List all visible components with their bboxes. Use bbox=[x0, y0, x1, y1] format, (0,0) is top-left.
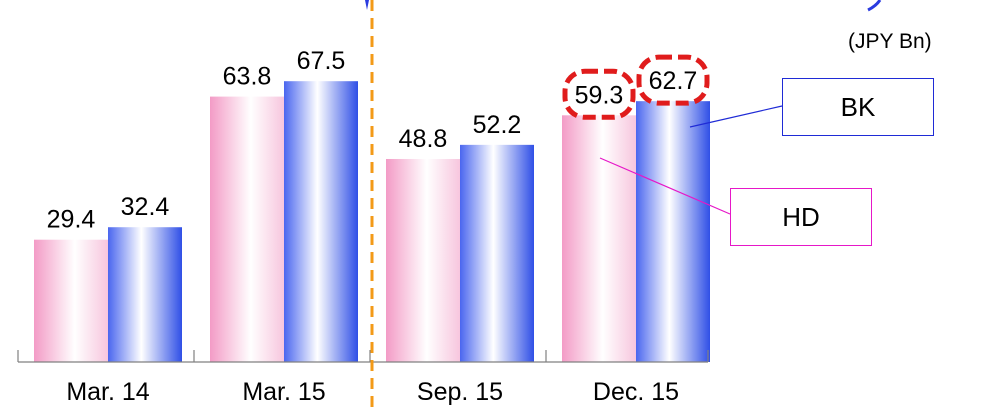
highlight-ring-bk bbox=[636, 54, 710, 106]
data-label-bk-0: 32.4 bbox=[121, 193, 170, 221]
data-label-bk-3: 62.7 bbox=[649, 67, 698, 95]
bar-bk-0 bbox=[108, 227, 182, 362]
legend-callout-bk: BK bbox=[782, 78, 934, 136]
clipped-heading-fragment bbox=[365, 0, 369, 10]
x-tick-label-0: Mar. 14 bbox=[66, 378, 149, 406]
bar-hd-0 bbox=[34, 239, 108, 362]
data-label-hd-2: 48.8 bbox=[399, 125, 448, 153]
x-tick-label-3: Dec. 15 bbox=[593, 378, 679, 406]
callout-leader-bk bbox=[689, 105, 783, 128]
unit-label: (JPY Bn) bbox=[848, 30, 932, 53]
bar-bk-2 bbox=[460, 144, 534, 362]
data-label-bk-2: 52.2 bbox=[473, 111, 522, 139]
bar-hd-2 bbox=[386, 158, 460, 362]
bar-hd-1 bbox=[210, 96, 284, 362]
highlight-ring-hd bbox=[562, 68, 636, 120]
callout-leader-hd bbox=[599, 157, 731, 215]
data-label-bk-1: 67.5 bbox=[297, 47, 346, 75]
x-tick-label-2: Sep. 15 bbox=[417, 378, 503, 406]
data-label-hd-1: 63.8 bbox=[223, 63, 272, 91]
data-label-hd-3: 59.3 bbox=[575, 81, 624, 109]
clipped-heading-fragment bbox=[867, 0, 882, 12]
bar-hd-3 bbox=[562, 115, 636, 362]
data-label-hd-0: 29.4 bbox=[47, 206, 96, 234]
bar-bk-3 bbox=[636, 101, 710, 362]
x-tick-label-1: Mar. 15 bbox=[242, 378, 325, 406]
bar-bk-1 bbox=[284, 81, 358, 362]
legend-callout-hd: HD bbox=[730, 188, 872, 246]
